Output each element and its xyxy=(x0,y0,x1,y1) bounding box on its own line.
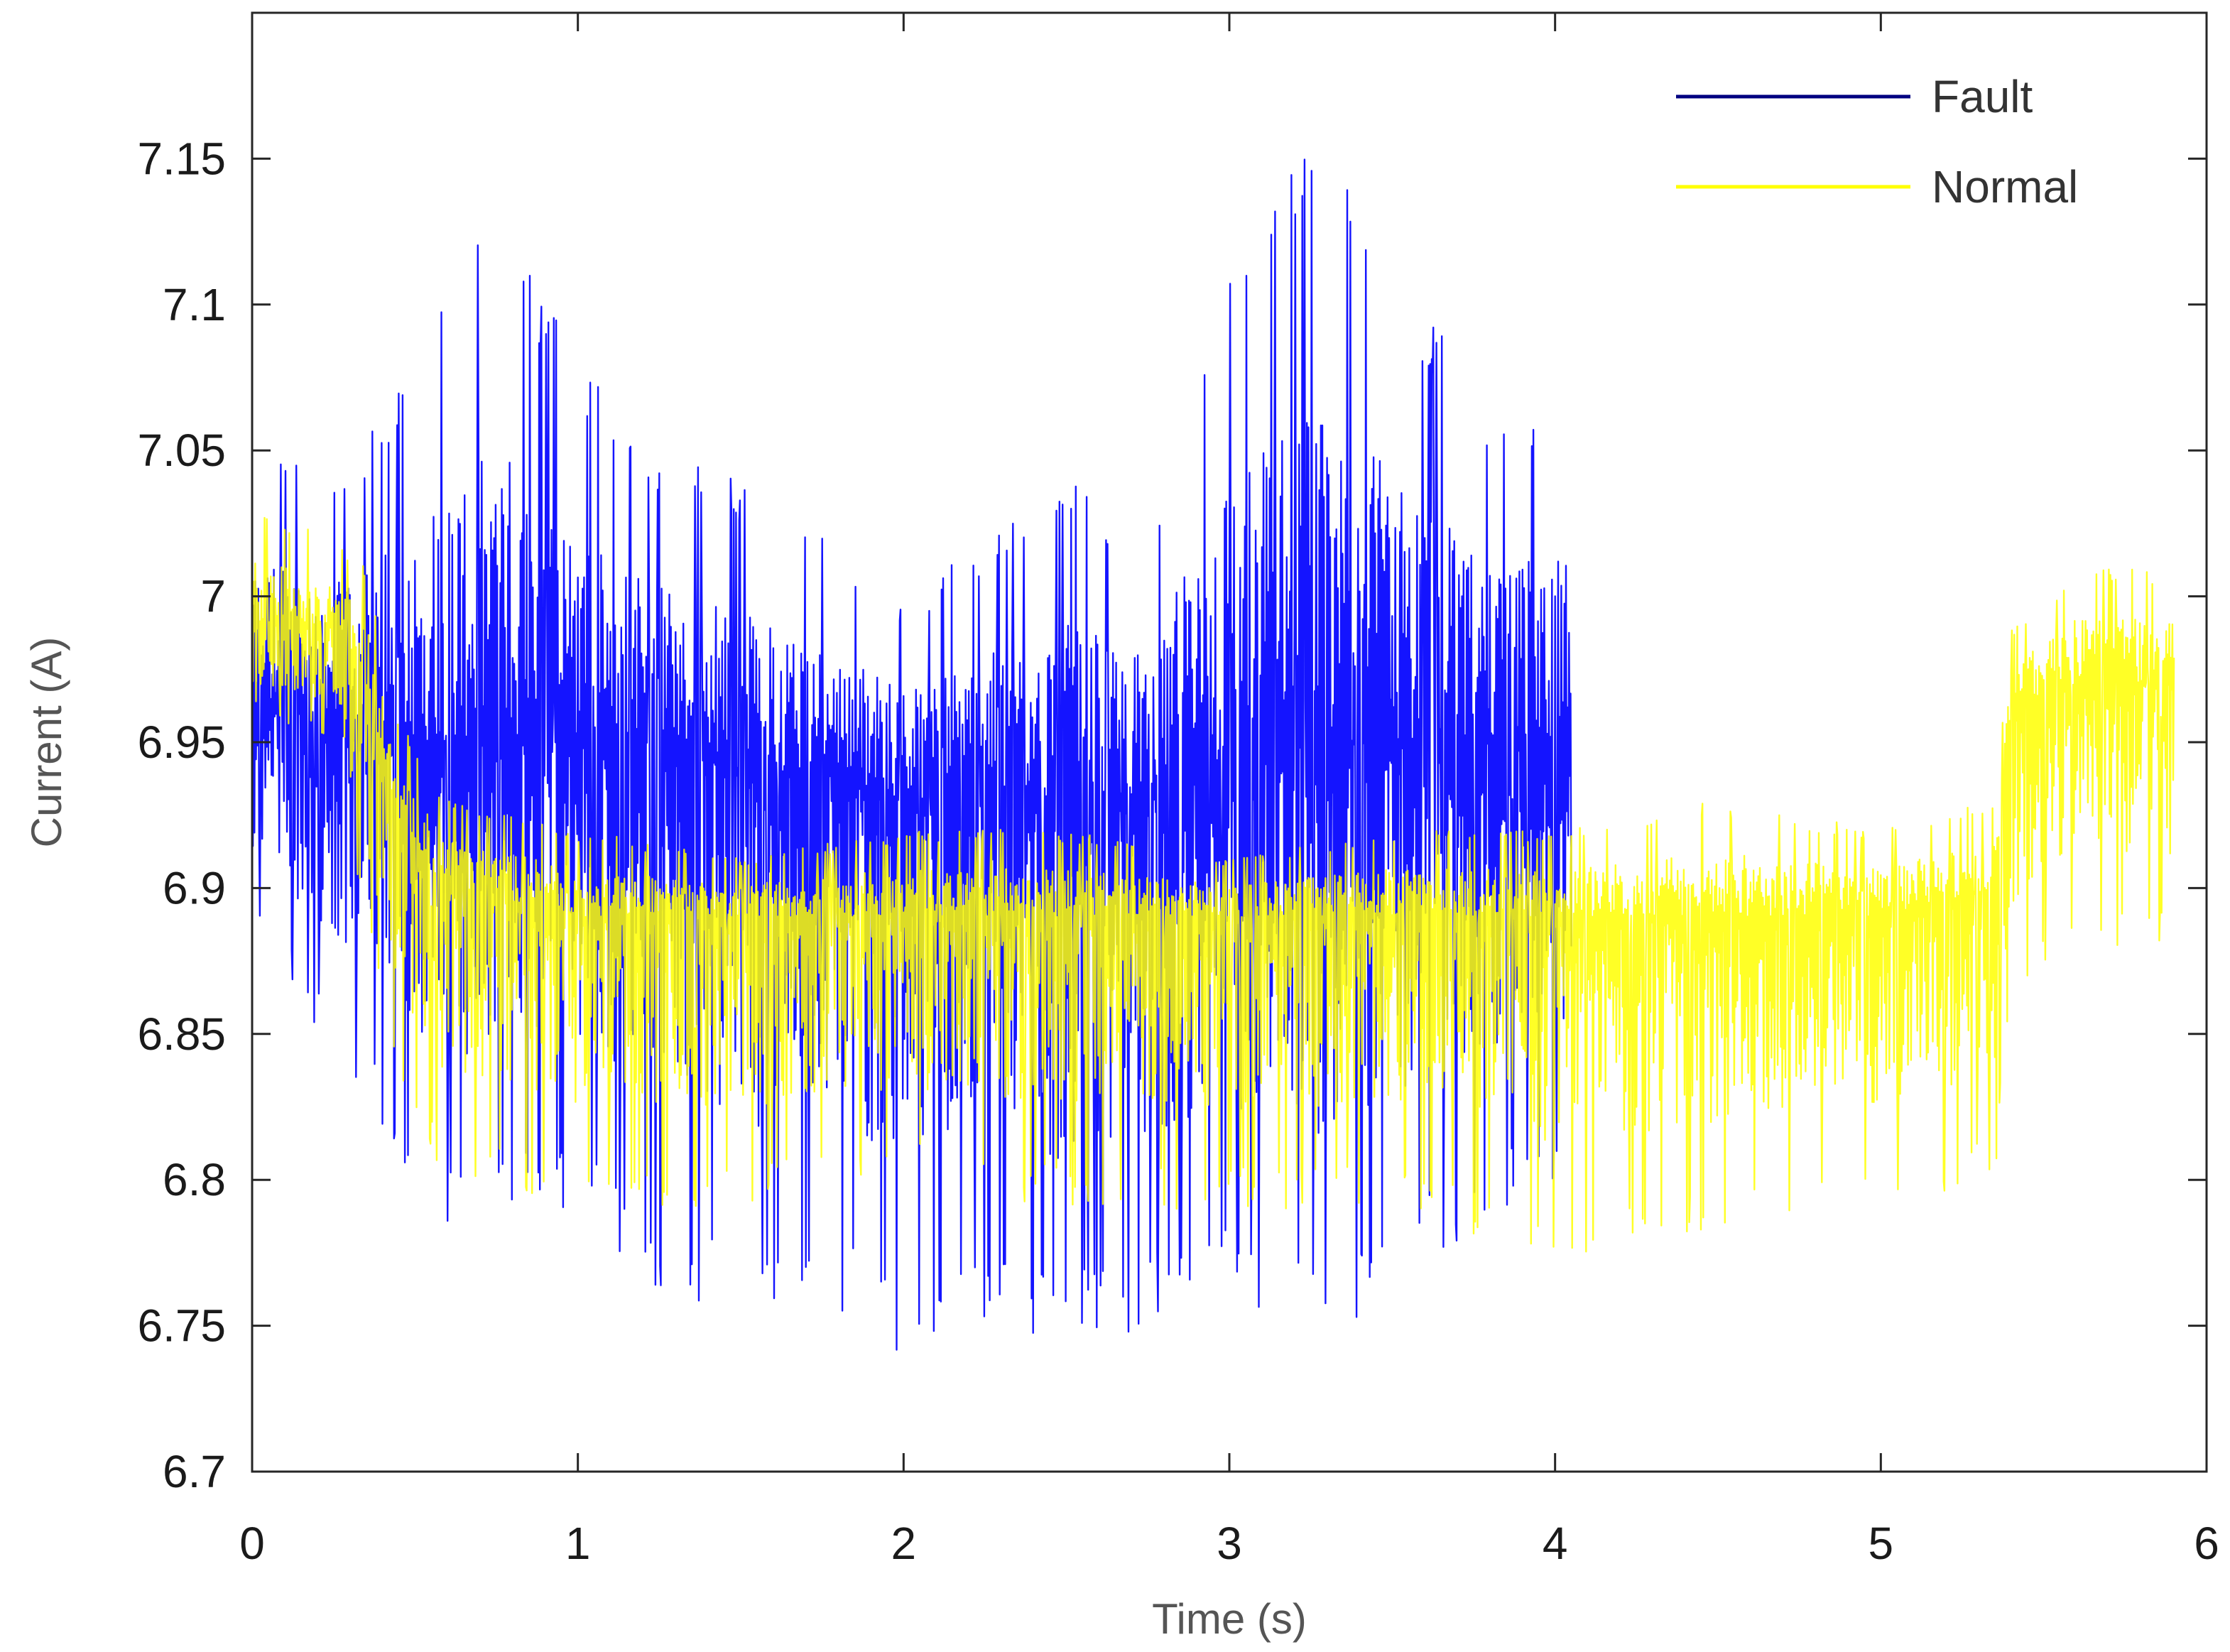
y-tick-label: 6.95 xyxy=(137,717,226,768)
x-axis-title: Time (s) xyxy=(1152,1595,1307,1643)
x-tick-label: 0 xyxy=(239,1518,265,1569)
x-tick-label: 5 xyxy=(1869,1518,1894,1569)
y-tick-label: 7.15 xyxy=(137,133,226,184)
x-tick-label: 6 xyxy=(2194,1518,2219,1569)
ticks-layer: 0 1 2 3 4 5 6 6.7 6.75 6.8 6.85 6.9 6.95 7 7.05 7.1 7.15 xyxy=(137,13,2219,1569)
x-tick-label: 2 xyxy=(891,1518,917,1569)
series-line-fault xyxy=(251,158,1572,1351)
x-tick-label: 3 xyxy=(1217,1518,1242,1569)
y-tick-label: 6.85 xyxy=(137,1009,226,1060)
y-tick-label: 7.1 xyxy=(163,279,226,330)
y-axis-title: Current (A) xyxy=(23,637,70,848)
legend: Fault Normal xyxy=(1676,71,2078,212)
y-tick-label: 6.7 xyxy=(163,1446,226,1497)
y-tick-label: 7.05 xyxy=(137,425,226,476)
y-tick-label: 6.75 xyxy=(137,1300,226,1352)
x-tick-label: 4 xyxy=(1543,1518,1568,1569)
series-layer xyxy=(251,158,2175,1351)
x-tick-label: 1 xyxy=(565,1518,591,1569)
y-tick-label: 7 xyxy=(200,571,226,622)
series-line-normal xyxy=(251,516,2175,1253)
y-tick-label: 6.9 xyxy=(163,862,226,913)
y-tick-label: 6.8 xyxy=(163,1154,226,1205)
legend-label-normal: Normal xyxy=(1932,161,2078,212)
legend-label-fault: Fault xyxy=(1932,71,2033,122)
